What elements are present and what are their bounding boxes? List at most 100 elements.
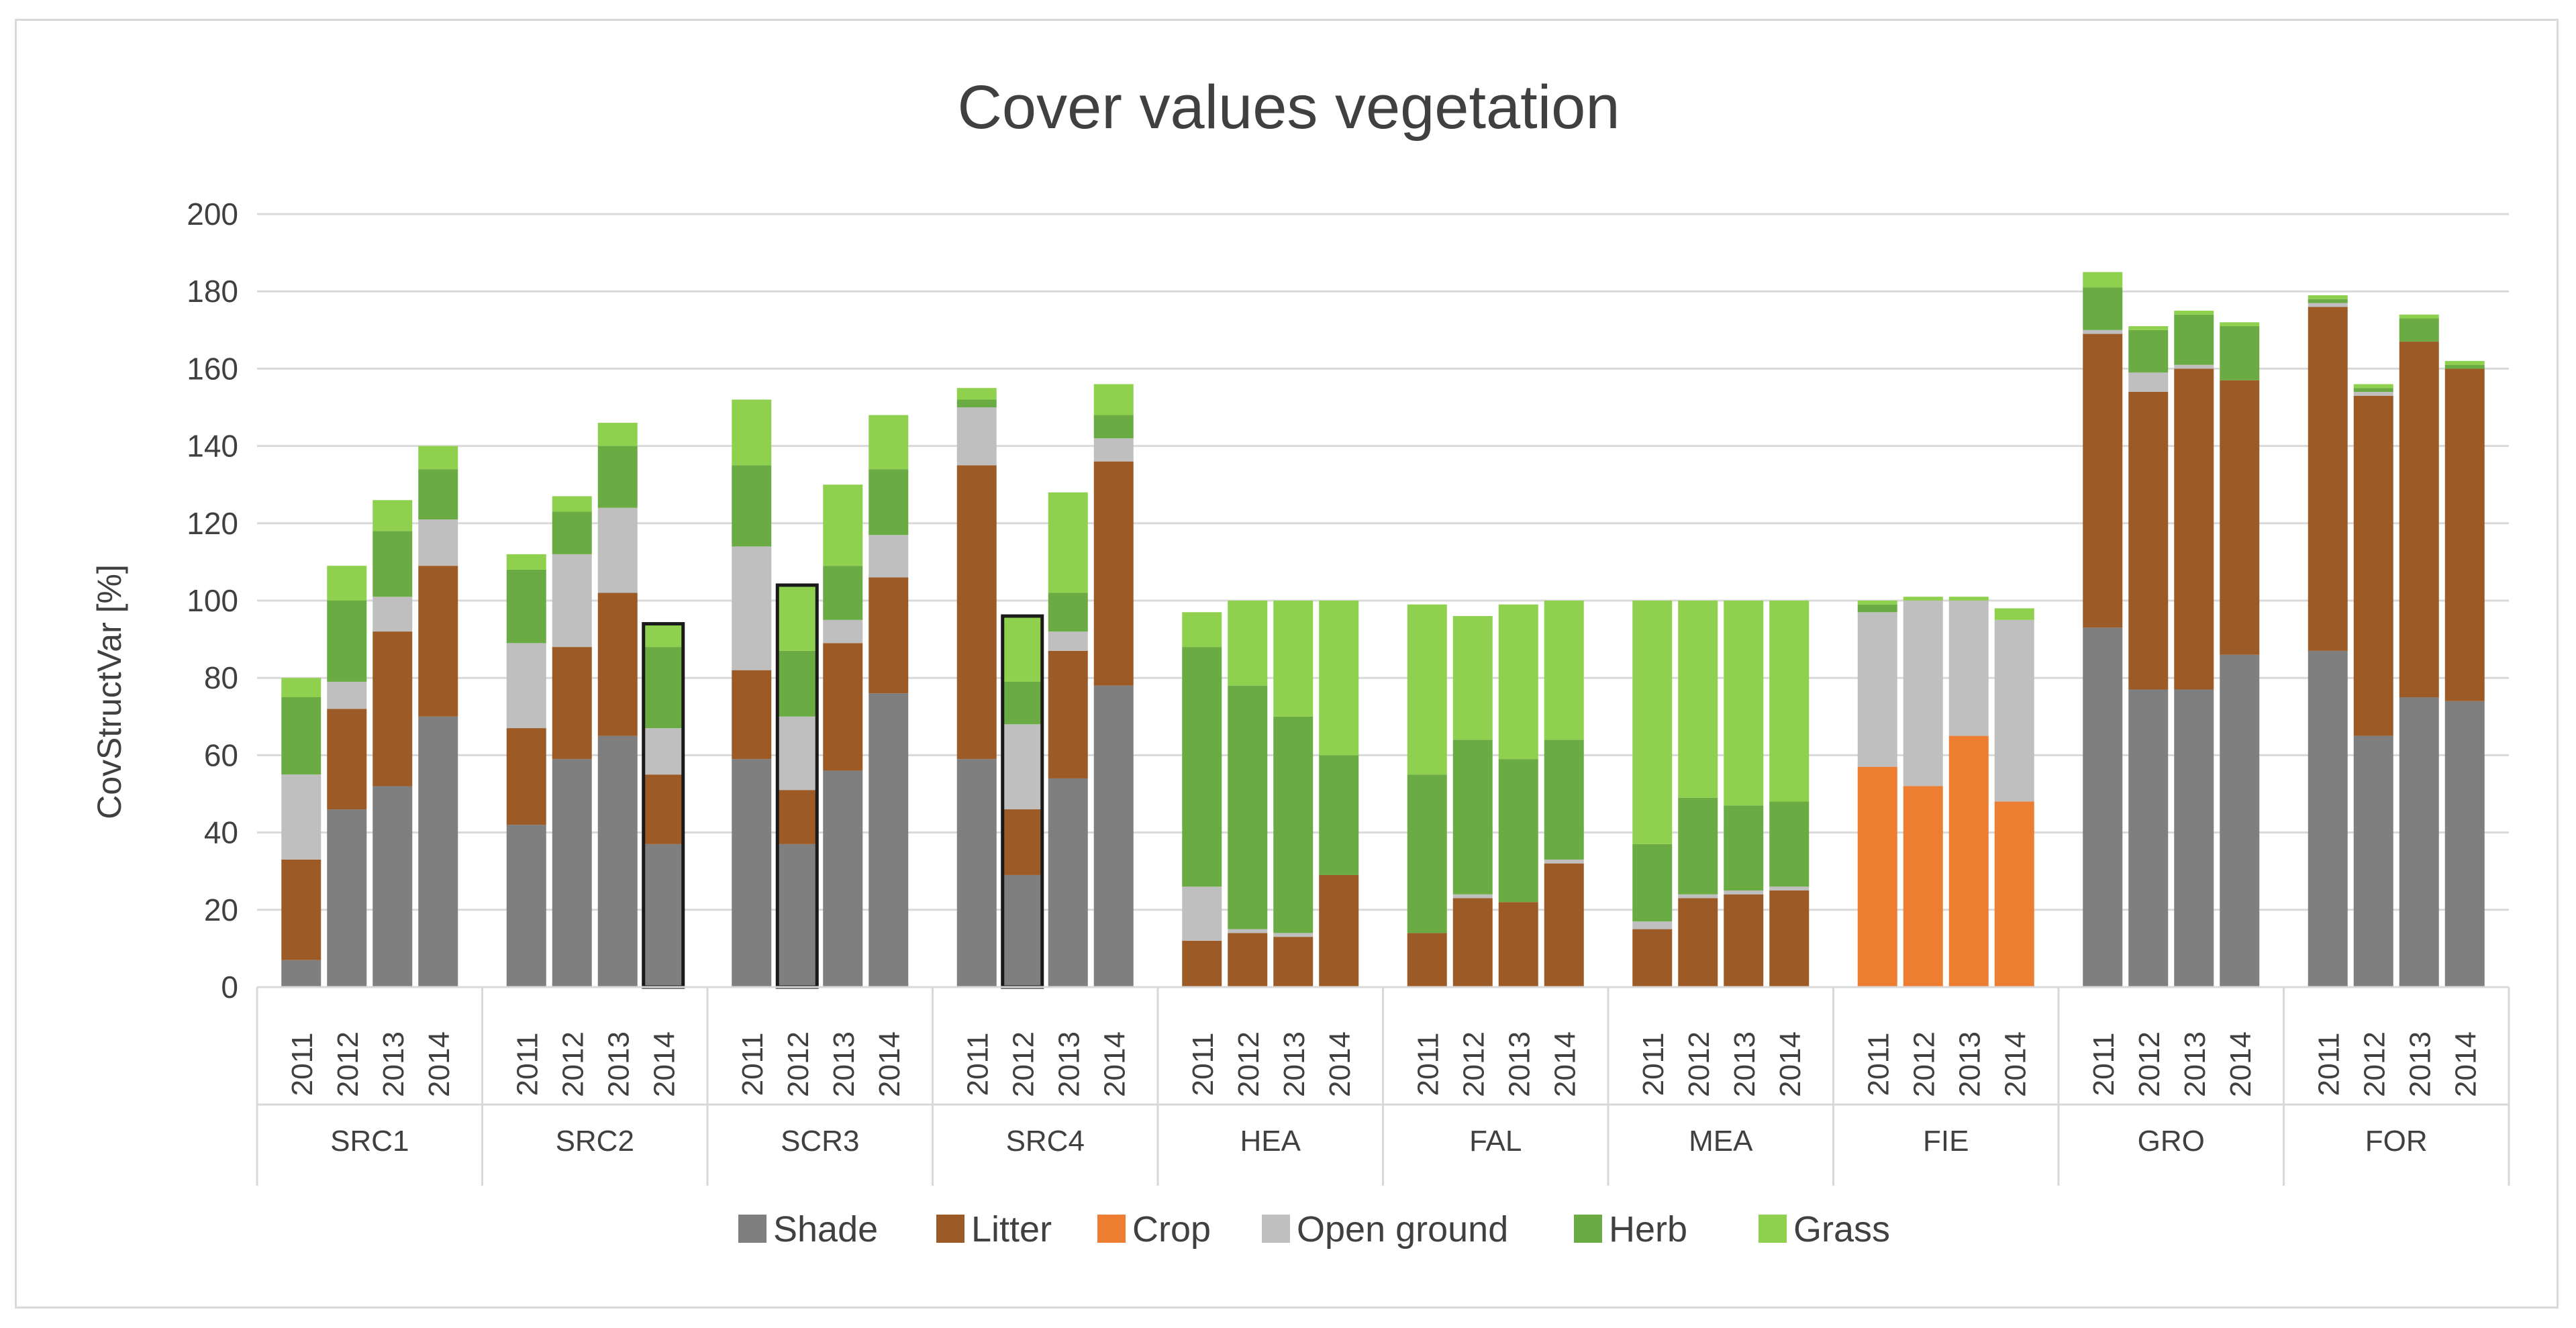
legend-label: Open ground bbox=[1297, 1209, 1508, 1249]
bar-segment-grass-FAL-2011 bbox=[1407, 604, 1447, 775]
bar-segment-litter-SRC1-2012 bbox=[327, 709, 367, 810]
bar-segment-grass-FOR-2014 bbox=[2444, 360, 2485, 365]
x-group-label: SCR3 bbox=[781, 1125, 859, 1158]
bar-segment-herb-HEA-2011 bbox=[1182, 647, 1222, 887]
bar-segment-shade-SCR3-2013 bbox=[823, 770, 863, 987]
bar-segment-open-ground-FIE-2013 bbox=[1948, 601, 1989, 736]
bar-segment-litter-MEA-2013 bbox=[1724, 894, 1764, 987]
legend-swatch-crop bbox=[1097, 1215, 1126, 1243]
x-year-label: 2014 bbox=[2224, 1031, 2257, 1097]
bar-segment-herb-SCR3-2013 bbox=[823, 566, 863, 620]
bar-segment-litter-SRC1-2013 bbox=[373, 631, 413, 786]
x-year-label: 2012 bbox=[1457, 1031, 1490, 1097]
x-group-label: SRC1 bbox=[330, 1125, 409, 1158]
bar-segment-litter-SRC4-2014 bbox=[1093, 461, 1134, 686]
bars bbox=[281, 272, 2485, 989]
x-year-label: 2013 bbox=[377, 1031, 410, 1097]
bar-segment-open-ground-SRC2-2014 bbox=[643, 728, 683, 775]
legend: Shade Litter Crop Open ground Herb Grass bbox=[738, 1209, 1890, 1249]
bar-segment-grass-GRO-2014 bbox=[2220, 322, 2260, 327]
x-year-label: 2013 bbox=[2404, 1031, 2436, 1097]
x-year-label: 2012 bbox=[1232, 1031, 1265, 1097]
chart-svg: Cover values vegetation CovStructVar [%]… bbox=[91, 73, 2510, 1249]
x-year-label: 2011 bbox=[1187, 1033, 1220, 1096]
bar-segment-herb-FAL-2012 bbox=[1452, 739, 1493, 895]
x-year-label: 2012 bbox=[1007, 1031, 1040, 1097]
bar-segment-open-ground-SRC2-2013 bbox=[597, 507, 638, 593]
x-year-label: 2013 bbox=[2179, 1031, 2212, 1097]
y-tick-label: 20 bbox=[204, 892, 238, 927]
bar-segment-crop-FIE-2012 bbox=[1903, 786, 1943, 987]
bar-segment-open-ground-SRC2-2011 bbox=[506, 643, 546, 729]
bar-segment-open-ground-SRC4-2013 bbox=[1048, 631, 1088, 651]
bar-segment-shade-SCR3-2014 bbox=[869, 693, 909, 987]
bar-segment-litter-FOR-2013 bbox=[2399, 342, 2439, 698]
bar-segment-litter-GRO-2012 bbox=[2128, 391, 2169, 690]
bar-segment-open-ground-SRC1-2011 bbox=[281, 774, 321, 860]
bar-segment-shade-SRC4-2013 bbox=[1048, 778, 1088, 987]
bar-segment-open-ground-HEA-2012 bbox=[1228, 929, 1268, 933]
x-year-label: 2014 bbox=[1324, 1031, 1356, 1097]
bar-segment-herb-GRO-2012 bbox=[2128, 329, 2169, 373]
x-year-label: 2011 bbox=[2312, 1033, 2345, 1096]
bar-segment-herb-SRC4-2014 bbox=[1093, 415, 1134, 439]
bar-segment-grass-SCR3-2011 bbox=[732, 399, 772, 466]
x-year-label: 2013 bbox=[828, 1031, 860, 1097]
y-axis-label: CovStructVar [%] bbox=[91, 564, 128, 819]
bar-segment-shade-SRC4-2011 bbox=[956, 759, 997, 987]
bar-segment-shade-SRC2-2012 bbox=[552, 759, 592, 987]
bar-segment-herb-HEA-2014 bbox=[1319, 755, 1359, 875]
x-year-label: 2011 bbox=[2087, 1033, 2120, 1096]
bar-segment-litter-GRO-2011 bbox=[2083, 334, 2123, 628]
bar-segment-grass-GRO-2013 bbox=[2174, 311, 2214, 315]
bar-segment-open-ground-SRC2-2012 bbox=[552, 554, 592, 648]
bar-segment-shade-SRC4-2014 bbox=[1093, 685, 1134, 987]
bar-segment-herb-MEA-2011 bbox=[1632, 844, 1673, 922]
bar-segment-herb-MEA-2014 bbox=[1769, 801, 1810, 887]
bar-segment-shade-SRC4-2012 bbox=[1002, 874, 1042, 987]
bar-segment-grass-SRC4-2012 bbox=[1002, 616, 1042, 682]
legend-label: Litter bbox=[971, 1209, 1052, 1249]
bar-segment-grass-HEA-2013 bbox=[1273, 601, 1314, 717]
x-year-label: 2012 bbox=[2358, 1031, 2391, 1097]
bar-segment-grass-SRC2-2014 bbox=[643, 623, 683, 648]
bar-segment-crop-FIE-2011 bbox=[1857, 766, 1897, 987]
x-group-label: HEA bbox=[1240, 1125, 1301, 1158]
bar-segment-litter-SRC4-2011 bbox=[956, 465, 997, 760]
bar-segment-shade-FOR-2014 bbox=[2444, 701, 2485, 987]
x-year-label: 2013 bbox=[1503, 1031, 1536, 1097]
bar-segment-herb-HEA-2012 bbox=[1228, 685, 1268, 929]
bar-segment-grass-FAL-2014 bbox=[1544, 601, 1584, 740]
bar-segment-litter-MEA-2012 bbox=[1678, 898, 1718, 987]
bar-segment-litter-SCR3-2014 bbox=[869, 577, 909, 694]
bar-segment-grass-SCR3-2014 bbox=[869, 415, 909, 470]
bar-segment-litter-SCR3-2013 bbox=[823, 643, 863, 771]
chart-title: Cover values vegetation bbox=[957, 73, 1620, 142]
bar-segment-herb-FIE-2011 bbox=[1857, 604, 1897, 613]
bar-segment-grass-SRC4-2013 bbox=[1048, 492, 1088, 593]
bar-segment-herb-SCR3-2012 bbox=[777, 650, 818, 717]
x-year-label: 2014 bbox=[1098, 1031, 1131, 1097]
bar-segment-litter-GRO-2014 bbox=[2220, 380, 2260, 655]
bar-segment-shade-FOR-2013 bbox=[2399, 697, 2439, 987]
bar-segment-grass-MEA-2011 bbox=[1632, 601, 1673, 844]
bar-segment-herb-SRC2-2012 bbox=[552, 511, 592, 554]
x-year-label: 2013 bbox=[1052, 1031, 1085, 1097]
bar-segment-herb-SRC1-2011 bbox=[281, 697, 321, 775]
x-year-label: 2012 bbox=[2133, 1031, 2166, 1097]
bar-segment-litter-SCR3-2011 bbox=[732, 670, 772, 760]
bar-segment-litter-HEA-2013 bbox=[1273, 937, 1314, 987]
bar-segment-litter-FAL-2011 bbox=[1407, 933, 1447, 987]
bar-segment-litter-FAL-2012 bbox=[1452, 898, 1493, 987]
bar-segment-litter-HEA-2011 bbox=[1182, 940, 1222, 987]
bar-segment-grass-FOR-2013 bbox=[2399, 314, 2439, 319]
bar-segment-grass-FIE-2013 bbox=[1948, 597, 1989, 601]
x-year-label: 2011 bbox=[1862, 1033, 1895, 1096]
x-year-label: 2011 bbox=[286, 1033, 319, 1096]
x-group-label: GRO bbox=[2138, 1125, 2205, 1158]
bar-segment-herb-GRO-2011 bbox=[2083, 287, 2123, 330]
bar-segment-grass-SRC2-2012 bbox=[552, 496, 592, 512]
bar-segment-open-ground-FOR-2011 bbox=[2308, 303, 2348, 307]
bar-segment-litter-HEA-2014 bbox=[1319, 874, 1359, 987]
bar-segment-shade-SRC2-2014 bbox=[643, 844, 683, 987]
